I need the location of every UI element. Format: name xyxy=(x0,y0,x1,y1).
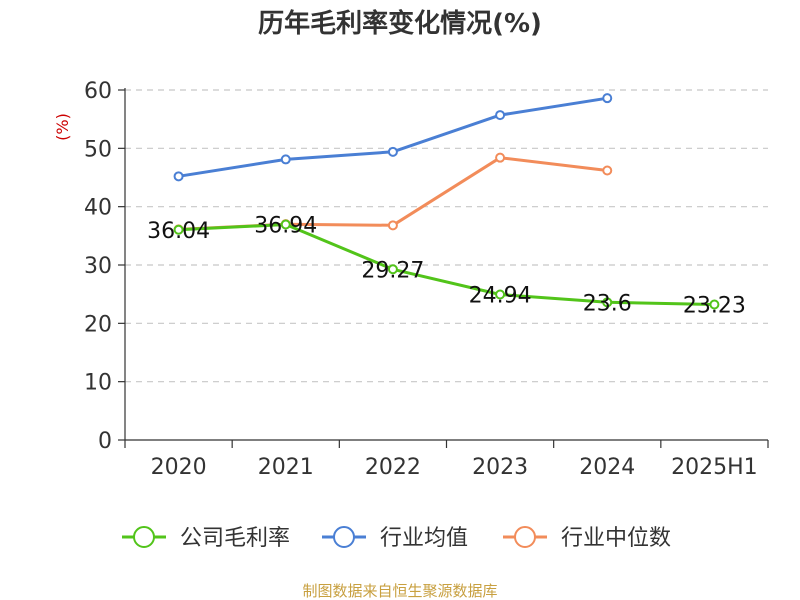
series-point xyxy=(173,171,184,182)
legend: 公司毛利率 行业均值 行业中位数 xyxy=(122,526,671,551)
chart-title: 历年毛利率变化情况(%) xyxy=(258,8,542,39)
series-lines xyxy=(178,96,715,306)
x-tick-label: 2020 xyxy=(151,455,207,480)
series-line xyxy=(178,223,715,306)
gridlines xyxy=(125,89,768,383)
x-tick-label: 2024 xyxy=(579,455,635,480)
series-line xyxy=(178,156,608,231)
series-point xyxy=(387,264,398,275)
data-labels: 36.04 36.94 29.27 24.94 23.6 23.23 xyxy=(147,214,746,319)
data-label: 23.23 xyxy=(683,293,746,318)
series-point xyxy=(495,289,506,300)
legend-marker xyxy=(133,526,155,548)
series-point xyxy=(709,299,720,310)
legend-label: 行业均值 xyxy=(380,526,468,551)
series-point xyxy=(602,297,613,308)
axes xyxy=(124,88,768,441)
series-point xyxy=(495,110,506,121)
y-tick-label: 60 xyxy=(84,79,112,104)
series-point xyxy=(280,219,291,230)
y-axis-ticks: 0 10 20 30 40 50 60 xyxy=(84,79,125,454)
source-note: 制图数据来自恒生聚源数据库 xyxy=(302,582,497,600)
series-point xyxy=(280,154,291,165)
data-label: 29.27 xyxy=(361,258,424,283)
series-line xyxy=(178,96,608,178)
y-tick-label: 0 xyxy=(98,429,112,454)
data-label: 23.6 xyxy=(583,291,632,316)
x-tick-label: 2023 xyxy=(472,455,528,480)
y-tick-label: 10 xyxy=(84,371,112,396)
x-tick-label: 2022 xyxy=(365,455,421,480)
x-tick-label: 2021 xyxy=(258,455,314,480)
y-axis-unit: (%) xyxy=(53,113,72,141)
series-point xyxy=(495,152,506,163)
legend-marker xyxy=(514,526,536,548)
y-tick-label: 20 xyxy=(84,312,112,337)
legend-marker xyxy=(333,526,355,548)
series-points xyxy=(173,93,720,310)
y-tick-label: 40 xyxy=(84,196,112,221)
y-tick-label: 30 xyxy=(84,254,112,279)
data-label: 36.04 xyxy=(147,219,210,244)
series-point xyxy=(173,224,184,235)
data-label: 36.94 xyxy=(254,214,317,239)
legend-label: 行业中位数 xyxy=(561,526,671,551)
x-axis-ticks: 2020 2021 2022 2023 2024 2025H1 xyxy=(124,440,769,480)
y-tick-label: 50 xyxy=(84,137,112,162)
legend-label: 公司毛利率 xyxy=(180,526,290,551)
series-point xyxy=(387,220,398,231)
series-point xyxy=(387,146,398,157)
series-point xyxy=(602,165,613,176)
series-point xyxy=(602,93,613,104)
data-label: 24.94 xyxy=(469,284,532,309)
x-tick-label: 2025H1 xyxy=(671,455,758,480)
